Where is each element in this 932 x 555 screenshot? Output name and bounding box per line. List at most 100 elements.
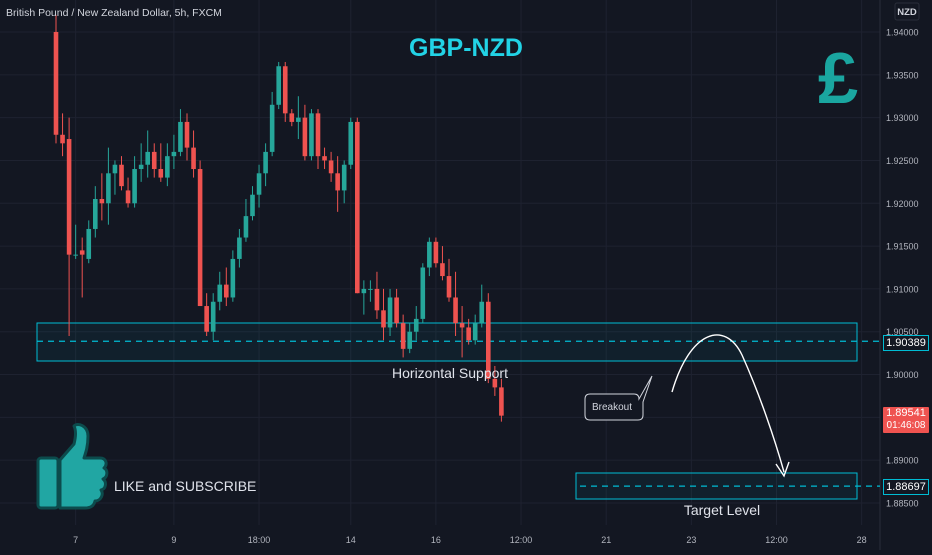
candle-bearish[interactable] (355, 121, 360, 294)
candle-bearish[interactable] (433, 241, 439, 264)
candle-bullish[interactable] (479, 301, 485, 324)
candle-bullish[interactable] (368, 288, 373, 290)
candle-bearish[interactable] (158, 169, 164, 178)
candle-bearish[interactable] (151, 151, 157, 170)
candle-bullish[interactable] (112, 164, 118, 174)
breakout-callout[interactable]: Breakout (584, 375, 653, 421)
candle-bearish[interactable] (53, 32, 59, 135)
current-price-label: 1.89541 01:46:08 (883, 407, 929, 433)
symbol-header[interactable]: British Pound / New Zealand Dollar, 5h, … (6, 7, 222, 19)
thumbs-up-icon (36, 422, 109, 510)
pound-icon: £ (818, 39, 858, 119)
candle-bullish[interactable] (296, 117, 301, 122)
candle-bearish[interactable] (492, 378, 498, 388)
candle-bearish[interactable] (66, 139, 72, 255)
candle-bullish[interactable] (86, 228, 92, 259)
candle-bullish[interactable] (73, 254, 78, 256)
projection-arrow-path (671, 334, 785, 473)
candle-bullish[interactable] (341, 164, 347, 191)
candle-bearish[interactable] (446, 276, 452, 298)
x-tick-label: 12:00 (765, 535, 788, 545)
candle-bullish[interactable] (171, 151, 177, 157)
candle-bearish[interactable] (499, 387, 504, 416)
candle-bullish[interactable] (210, 301, 216, 332)
candle-bullish[interactable] (256, 173, 262, 195)
y-tick-label: 1.92500 (886, 156, 919, 166)
candle-bullish[interactable] (132, 169, 137, 204)
candle-bearish[interactable] (224, 284, 229, 298)
candle-bearish[interactable] (79, 250, 85, 255)
candle-bullish[interactable] (407, 331, 412, 349)
x-tick-label: 12:00 (510, 535, 533, 545)
candle-bearish[interactable] (322, 156, 327, 161)
y-tick-label: 1.90000 (886, 370, 919, 380)
countdown-timer: 01:46:08 (886, 420, 926, 431)
x-tick-label: 7 (73, 535, 78, 545)
candle-bearish[interactable] (381, 310, 386, 328)
candle-bullish[interactable] (427, 241, 432, 268)
candle-bearish[interactable] (486, 301, 491, 379)
y-tick-label: 1.88500 (886, 499, 919, 509)
candle-bearish[interactable] (289, 113, 295, 122)
candle-bullish[interactable] (230, 258, 236, 298)
candle-bearish[interactable] (453, 297, 458, 324)
candle-bullish[interactable] (237, 237, 242, 259)
candle-bearish[interactable] (315, 113, 321, 157)
candle-bearish[interactable] (440, 263, 445, 277)
candle-bullish[interactable] (250, 194, 255, 217)
candle-bullish[interactable] (138, 164, 144, 170)
candle-bearish[interactable] (60, 134, 65, 144)
target-price-label: 1.88697 (883, 479, 929, 495)
y-tick-label: 1.90500 (886, 327, 919, 337)
candle-bullish[interactable] (145, 151, 150, 165)
candle-bearish[interactable] (302, 117, 308, 157)
candle-bearish[interactable] (204, 306, 209, 332)
chart-title: GBP-NZD (409, 34, 523, 62)
candle-bullish[interactable] (387, 297, 393, 328)
candle-bearish[interactable] (394, 297, 399, 324)
candle-bearish[interactable] (282, 66, 288, 114)
candle-bullish[interactable] (361, 288, 367, 294)
candle-bearish[interactable] (400, 323, 406, 349)
candle-bearish[interactable] (197, 169, 203, 307)
candle-bearish[interactable] (125, 190, 131, 204)
candle-bullish[interactable] (420, 267, 426, 319)
candle-bullish[interactable] (93, 198, 98, 229)
candle-bearish[interactable] (184, 121, 190, 148)
like-subscribe-text: LIKE and SUBSCRIBE (114, 478, 256, 494)
candle-bullish[interactable] (106, 173, 111, 204)
support-zone-box[interactable] (36, 322, 858, 362)
currency-badge-label: NZD (897, 7, 917, 18)
candle-bearish[interactable] (191, 147, 196, 170)
candle-bullish[interactable] (348, 121, 354, 165)
candle-bullish[interactable] (178, 121, 183, 152)
candle-bullish[interactable] (413, 318, 419, 332)
candle-bullish[interactable] (309, 113, 314, 157)
candle-bearish[interactable] (99, 198, 105, 204)
y-tick-label: 1.89000 (886, 456, 919, 466)
candle-bullish[interactable] (217, 284, 223, 302)
x-tick-label: 23 (686, 535, 696, 545)
candle-bullish[interactable] (165, 156, 170, 178)
arrow-head-icon (775, 461, 790, 478)
candle-bullish[interactable] (263, 151, 268, 174)
candles-group (53, 14, 504, 422)
candle-bearish[interactable] (328, 160, 334, 174)
candle-bearish[interactable] (374, 288, 380, 311)
candle-bearish[interactable] (119, 164, 124, 187)
currency-badge[interactable] (894, 2, 920, 21)
candle-bearish[interactable] (466, 327, 471, 341)
target-label: Target Level (684, 502, 760, 518)
candle-bearish[interactable] (459, 323, 465, 328)
candle-bullish[interactable] (276, 66, 281, 105)
y-tick-label: 1.93000 (886, 113, 919, 123)
y-tick-label: 1.94000 (886, 28, 919, 38)
candle-bearish[interactable] (335, 173, 340, 191)
candle-bullish[interactable] (269, 104, 275, 152)
grid-lines (0, 0, 880, 525)
candle-bullish[interactable] (472, 323, 478, 341)
candle-bullish[interactable] (243, 216, 249, 238)
breakout-label: Breakout (592, 402, 632, 413)
